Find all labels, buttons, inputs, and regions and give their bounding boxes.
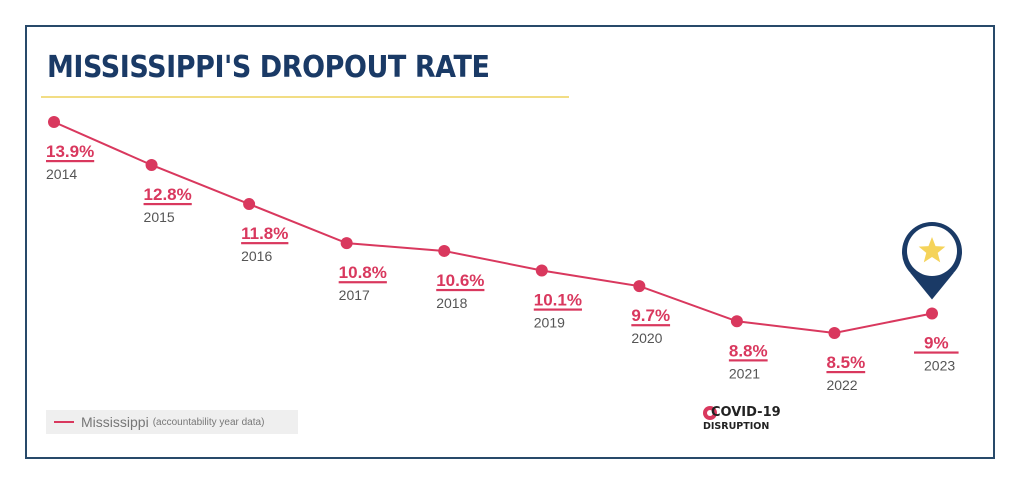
legend-note: (accountability year data) (152, 416, 265, 428)
data-point-2019 (535, 264, 548, 277)
year-label-2016: 2016 (241, 248, 272, 264)
data-point-2021 (730, 315, 743, 328)
year-label-2014: 2014 (46, 166, 77, 182)
year-label-2018: 2018 (436, 295, 467, 311)
year-label-2022: 2022 (826, 377, 857, 393)
year-label-2019: 2019 (534, 314, 565, 330)
covid-annotation-title: COVID-19 (711, 405, 781, 420)
chart-title: MISSISSIPPI'S DROPOUT RATE (47, 50, 490, 85)
value-label-2016: 11.8% (241, 224, 288, 243)
year-label-2021: 2021 (729, 365, 760, 381)
series-line (53, 121, 933, 335)
value-underline-2023 (914, 351, 959, 354)
data-labels: 13.9% 2014 12.8% 2015 11.8% 2016 10.8% 2017 10.6… (46, 142, 959, 393)
star-icon (918, 237, 946, 263)
value-underline-2019 (533, 308, 582, 311)
legend: Mississippi (accountability year data) (46, 410, 298, 434)
value-underline-2016 (241, 242, 289, 245)
data-point-2023 (926, 307, 938, 320)
value-underline-2014 (46, 160, 95, 163)
value-label-2017: 10.8% (339, 263, 387, 282)
value-underline-2015 (143, 202, 192, 206)
title-underline (41, 96, 569, 98)
value-label-2021: 8.8% (729, 341, 768, 360)
data-point-2014 (48, 116, 60, 128)
value-label-2014: 13.9% (46, 142, 94, 161)
highlight-pin (902, 222, 962, 300)
value-underline-2017 (338, 281, 387, 284)
year-label-2023: 2023 (924, 357, 955, 373)
legend-swatch (54, 421, 74, 423)
legend-label: Mississippi (81, 414, 149, 430)
value-label-2022: 8.5% (826, 353, 865, 372)
value-label-2015: 12.8% (144, 185, 192, 204)
value-label-2023: 9% (924, 333, 949, 352)
data-point-2015 (145, 158, 158, 171)
covid-annotation-subtitle: DISRUPTION (703, 421, 770, 432)
data-point-2022 (828, 327, 841, 339)
covid-annotation: COVID-19 DISRUPTION (703, 405, 781, 432)
value-label-2019: 10.1% (534, 290, 582, 309)
value-underline-2022 (826, 371, 866, 374)
data-point-2020 (633, 280, 646, 293)
value-underline-2020 (631, 324, 671, 327)
data-point-2016 (243, 198, 256, 211)
year-label-2020: 2020 (631, 330, 662, 346)
value-underline-2021 (728, 359, 768, 362)
series-mississippi (48, 116, 938, 339)
value-label-2018: 10.6% (436, 271, 484, 290)
year-label-2015: 2015 (144, 209, 175, 225)
year-label-2017: 2017 (339, 287, 370, 303)
data-point-2018 (438, 244, 451, 257)
covid-circle-icon (703, 405, 717, 420)
value-label-2020: 9.7% (631, 306, 670, 325)
value-underline-2018 (436, 288, 485, 292)
data-point-2017 (340, 237, 353, 250)
